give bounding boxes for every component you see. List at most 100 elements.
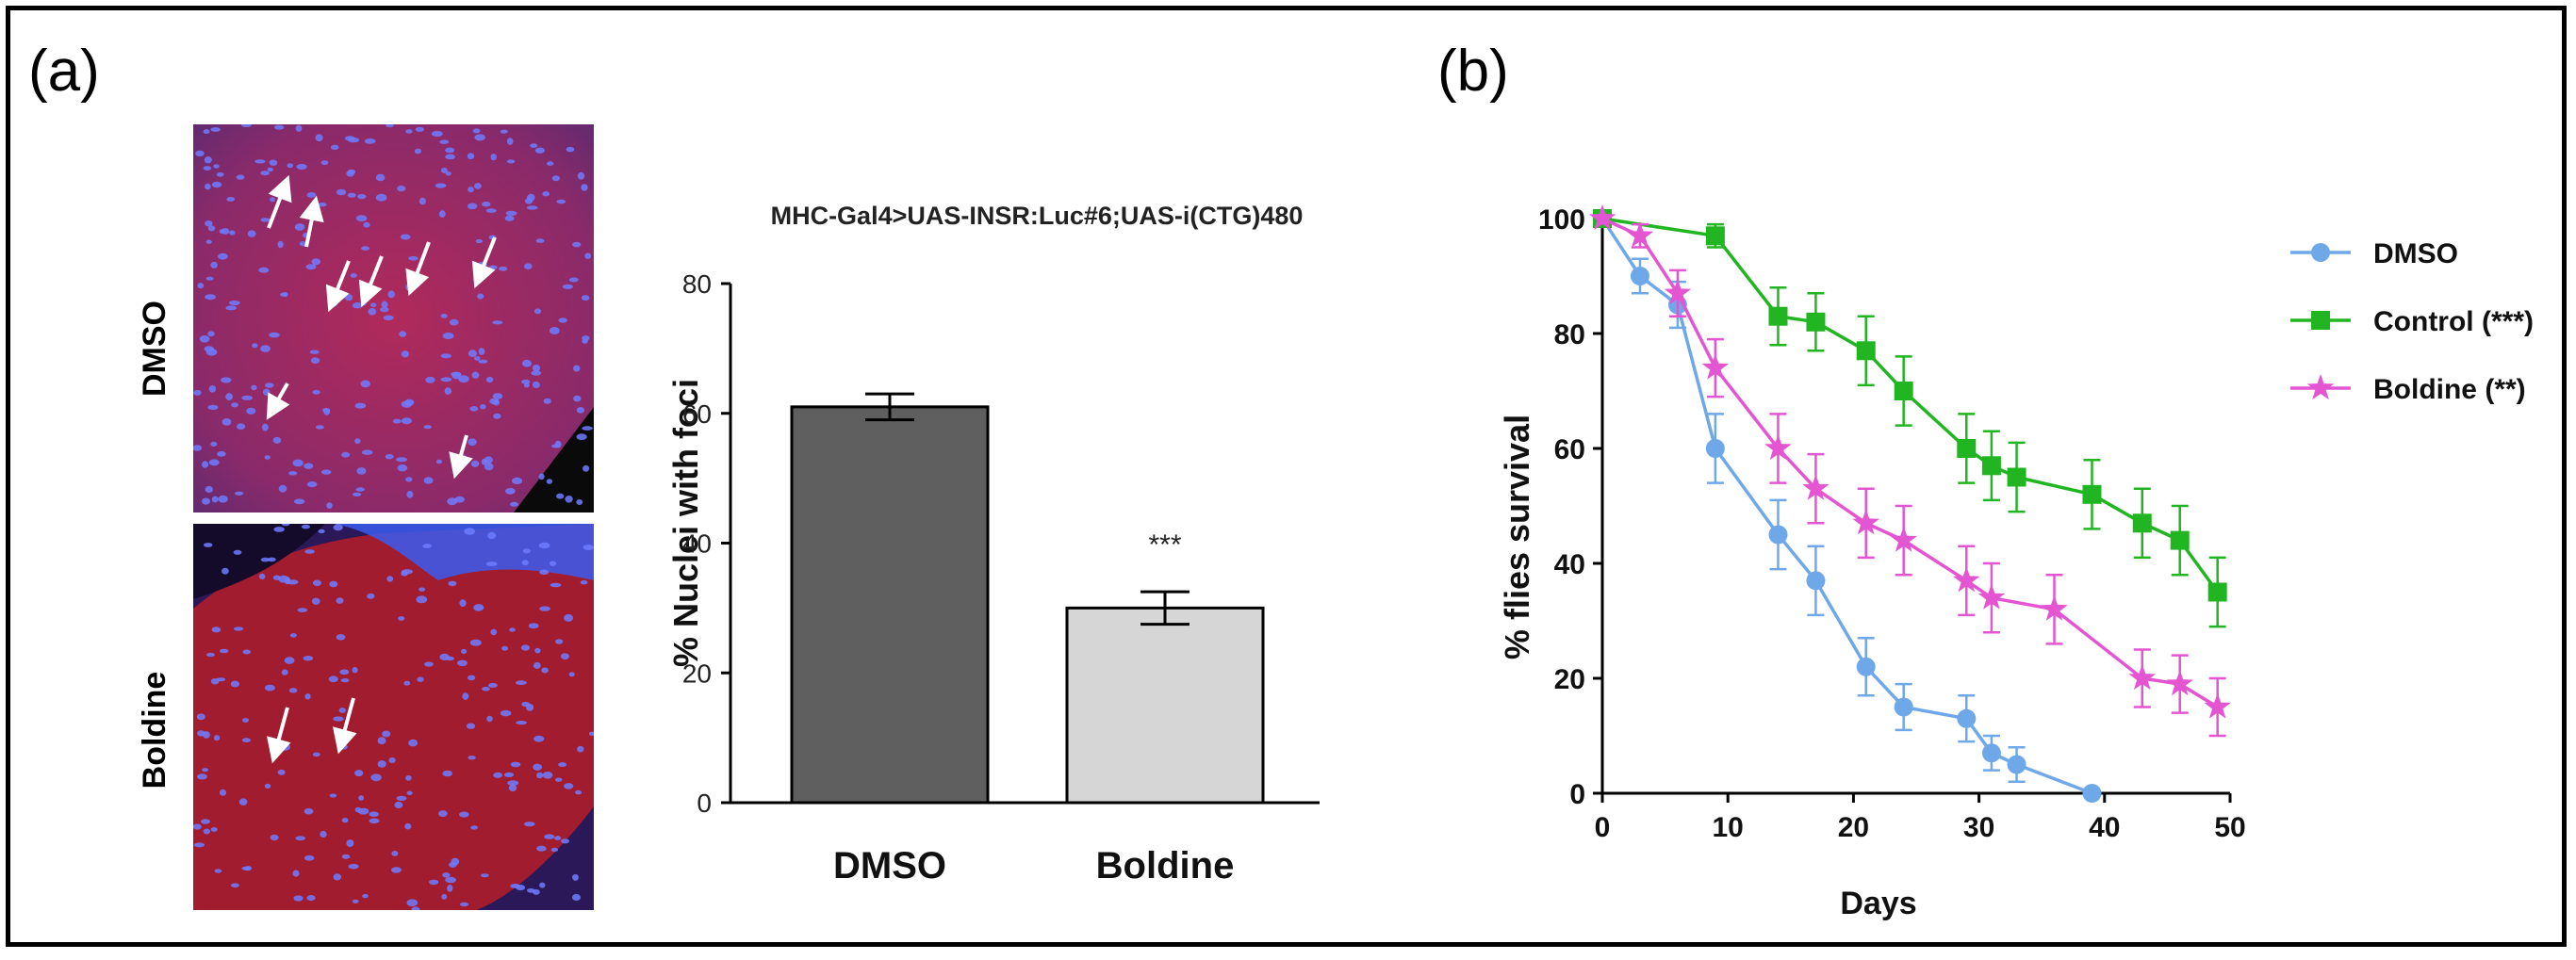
legend-marker [2306,374,2335,400]
survival-y-tick-label: 60 [1554,434,1585,465]
bar-boldine [1065,606,1265,805]
nucleus-dot [260,345,271,352]
survival-y-tick-label: 100 [1538,204,1585,236]
nucleus-dot [440,314,448,318]
legend-label: Boldine (**) [2373,374,2526,405]
nucleus-dot [512,477,523,484]
nucleus-dot [528,623,539,629]
nucleus-dot [199,335,210,343]
nucleus-dot [226,197,236,202]
series-line-2 [1601,217,2219,708]
nucleus-dot [329,793,337,798]
bar-chart: MHC-Gal4>UAS-INSR:Luc#6;UAS-i(CTG)480 % … [666,202,1320,887]
nucleus-dot [577,745,584,753]
nucleus-dot [454,496,465,503]
nucleus-dot [425,376,435,383]
nucleus-dot [386,124,394,128]
nucleus-dot [207,331,215,337]
nucleus-dot [459,902,469,907]
nucleus-dot [562,284,573,289]
nucleus-dot [486,715,493,723]
nucleus-dot [311,597,320,605]
nucleus-dot [533,735,545,742]
nucleus-dot [444,387,451,395]
nucleus-dot [493,413,501,419]
nucleus-dot [530,143,538,148]
nucleus-dot [197,773,207,780]
nucleus-dot [505,210,517,216]
nucleus-dot [541,667,549,674]
nucleus-dot [558,317,567,323]
foci-arrow-head [325,284,350,313]
nucleus-dot [252,343,258,349]
nucleus-dot [399,331,407,337]
nucleus-dot [204,346,215,352]
nucleus-dot [573,395,582,402]
nucleus-dot [573,365,581,372]
nucleus-dot [397,464,408,472]
nucleus-dot [267,557,276,562]
nucleus-dot [205,294,216,301]
survival-x-tick-label: 50 [2214,812,2245,843]
nucleus-dot [305,264,317,270]
nucleus-dot [576,433,587,441]
micrograph-boldine-image [193,524,594,910]
nucleus-dot [333,873,342,881]
nucleus-dot [544,834,555,839]
nucleus-dot [554,836,562,840]
nucleus-dot [582,464,590,472]
nucleus-dot [468,756,476,760]
nucleus-dot [221,377,232,383]
survival-x-tick-label: 30 [1963,812,1994,843]
nucleus-dot [474,134,485,141]
nucleus-dot [315,134,323,142]
nucleus-dot [391,851,399,856]
nucleus-dot [237,423,246,431]
nucleus-dot [449,862,457,868]
nucleus-dot [344,294,353,301]
nucleus-dot [341,854,351,859]
nucleus-dot [346,170,354,177]
nucleus-dot [293,895,304,902]
nucleus-dot [408,256,418,261]
nucleus-dot [507,780,519,786]
nucleus-dot [539,606,550,611]
survival-y-tick-label: 80 [1554,319,1585,350]
nucleus-dot [447,497,458,506]
nucleus-dot [304,693,311,700]
nucleus-dot [588,731,594,736]
nucleus-dot [247,230,256,237]
nucleus-dot [564,613,574,622]
nucleus-dot [439,653,450,660]
nucleus-dot [264,783,271,789]
foci-arrow-shaft [481,236,497,268]
foci-arrow-shaft [342,697,355,733]
nucleus-dot [382,730,391,738]
nucleus-dot [459,811,469,818]
nucleus-dot [490,628,498,636]
nucleus-dot [468,438,477,447]
nucleus-dot [333,524,343,531]
nucleus-dot [306,192,317,198]
nucleus-dot [527,887,535,893]
nucleus-dot [320,469,332,475]
nucleus-dot [242,718,249,723]
nucleus-dot [438,810,448,818]
nucleus-dot [397,185,406,192]
series-point [1705,439,1725,458]
nucleus-dot [193,445,203,451]
nucleus-dot [522,548,531,554]
nucleus-dot [306,481,318,488]
nucleus-dot [221,228,230,235]
nucleus-dot [388,757,396,764]
nucleus-dot [344,136,355,141]
series-point [1764,434,1792,461]
foci-arrow-head [405,268,430,297]
series-point [1977,583,2006,610]
nucleus-dot [402,569,413,575]
nucleus-dot [288,688,298,693]
nucleus-dot [238,798,248,805]
nucleus-dot [510,884,520,888]
nucleus-dot [484,463,494,471]
nucleus-dot [281,669,288,675]
